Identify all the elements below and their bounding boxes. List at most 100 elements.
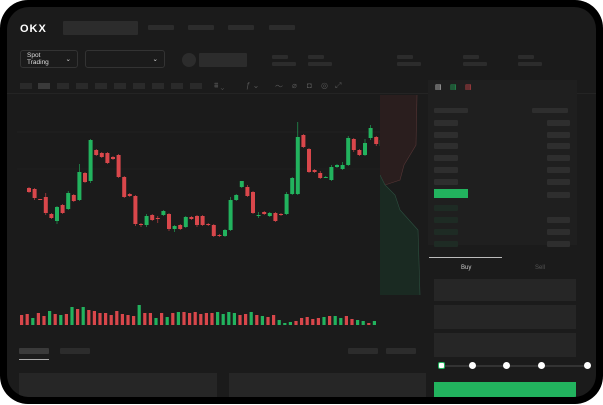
timeframe-button[interactable] [190, 83, 202, 89]
candle-body [346, 138, 351, 165]
candle-body [335, 165, 339, 167]
volume-bar [311, 319, 315, 325]
candle-body [43, 197, 48, 213]
candle-body [144, 216, 149, 225]
volume-bar [148, 313, 152, 325]
volume-bar [333, 316, 337, 325]
timeframe-button[interactable] [133, 83, 145, 89]
ask-size [547, 143, 570, 149]
timeframe-button[interactable] [38, 83, 50, 89]
price-input[interactable] [434, 279, 576, 301]
timeframe-button[interactable] [76, 83, 88, 89]
tab-buy[interactable]: Buy [461, 265, 472, 271]
active-tab-underline [19, 359, 49, 360]
candle-body [60, 205, 65, 213]
candlestick-chart[interactable] [7, 7, 596, 397]
total-input[interactable] [434, 333, 576, 357]
pair-dropdown[interactable]: ⌄ [85, 50, 165, 68]
candle-body [105, 153, 110, 163]
volume-bar [244, 314, 248, 325]
candle-body [312, 170, 317, 172]
volume-bar [188, 313, 192, 325]
volume-bar [199, 314, 203, 325]
volume-bar [165, 317, 169, 325]
nav-item[interactable] [148, 25, 174, 30]
book-asks-icon[interactable]: ▤ [465, 84, 472, 91]
settings-icon[interactable]: ◎ [321, 81, 328, 90]
candle-body [99, 153, 104, 157]
stat-label [272, 55, 288, 59]
candle-body [127, 194, 132, 196]
amount-slider[interactable] [438, 362, 591, 369]
tab-order-history[interactable] [60, 348, 90, 354]
slider-step[interactable] [469, 362, 476, 369]
spot-trading-dropdown[interactable]: Spot Trading ⌄ [20, 50, 78, 68]
volume-bar [361, 321, 365, 325]
volume-bar [300, 318, 304, 325]
slider-step[interactable] [538, 362, 545, 369]
candle-type-icon[interactable]: ⩩ ⌄ [214, 81, 225, 90]
timeframe-button[interactable] [152, 83, 164, 89]
ruler-icon[interactable]: ⌀ [292, 81, 297, 90]
volume-bar [367, 323, 371, 325]
candle-body [167, 214, 171, 229]
slider-step[interactable] [584, 362, 591, 369]
slider-step[interactable] [503, 362, 510, 369]
candle-body [38, 199, 43, 200]
candle-body [351, 139, 356, 150]
coin-icon [182, 53, 196, 67]
line-tool-icon[interactable]: 〜 [275, 82, 283, 91]
candle-body [279, 214, 283, 215]
volume-bar [288, 322, 292, 325]
candle-body [172, 226, 177, 229]
volume-bar [316, 318, 320, 325]
filter-button[interactable] [348, 348, 378, 354]
candle-body [206, 224, 211, 225]
search-bar[interactable] [63, 21, 138, 35]
candle-body [211, 225, 216, 236]
candle-body [318, 173, 323, 178]
fullscreen-icon[interactable]: ⤢ [335, 81, 342, 90]
nav-item[interactable] [228, 25, 254, 30]
slider-handle[interactable] [438, 362, 445, 369]
filter-button[interactable] [386, 348, 416, 354]
bid-size [547, 229, 570, 235]
stat-label [518, 55, 534, 59]
okx-logo[interactable]: OKX [20, 23, 47, 35]
timeframe-button[interactable] [114, 83, 126, 89]
depth-chart [380, 95, 421, 295]
ask-price [434, 132, 458, 138]
candle-body [49, 214, 54, 218]
timeframe-button[interactable] [171, 83, 183, 89]
candle-body [27, 188, 31, 192]
volume-bar [154, 318, 158, 325]
candle-body [195, 216, 199, 225]
column-header [532, 108, 568, 113]
candle-body [234, 195, 239, 200]
camera-icon[interactable]: ◘ [307, 81, 312, 90]
candle-body [217, 235, 222, 236]
nav-item[interactable] [188, 25, 214, 30]
timeframe-button[interactable] [20, 83, 32, 89]
candle-body [262, 212, 267, 214]
candle-body [256, 215, 261, 216]
volume-bar [76, 309, 80, 325]
candle-body [77, 172, 82, 200]
volume-bar [227, 312, 231, 325]
timeframe-button[interactable] [57, 83, 69, 89]
volume-bar [249, 312, 253, 325]
indicator-icon[interactable]: ƒ ⌄ [246, 81, 260, 90]
candle-body [323, 177, 328, 178]
book-both-icon[interactable]: ▤ [435, 84, 442, 91]
candle-body [32, 189, 37, 198]
tab-sell[interactable]: Sell [535, 265, 546, 271]
tab-open-orders[interactable] [19, 348, 49, 354]
nav-item[interactable] [269, 25, 295, 30]
timeframe-button[interactable] [95, 83, 107, 89]
candle-body [239, 181, 244, 187]
amount-input[interactable] [434, 305, 576, 329]
book-bids-icon[interactable]: ▤ [450, 84, 457, 91]
volume-bar [115, 311, 119, 325]
buy-button[interactable] [434, 382, 576, 397]
